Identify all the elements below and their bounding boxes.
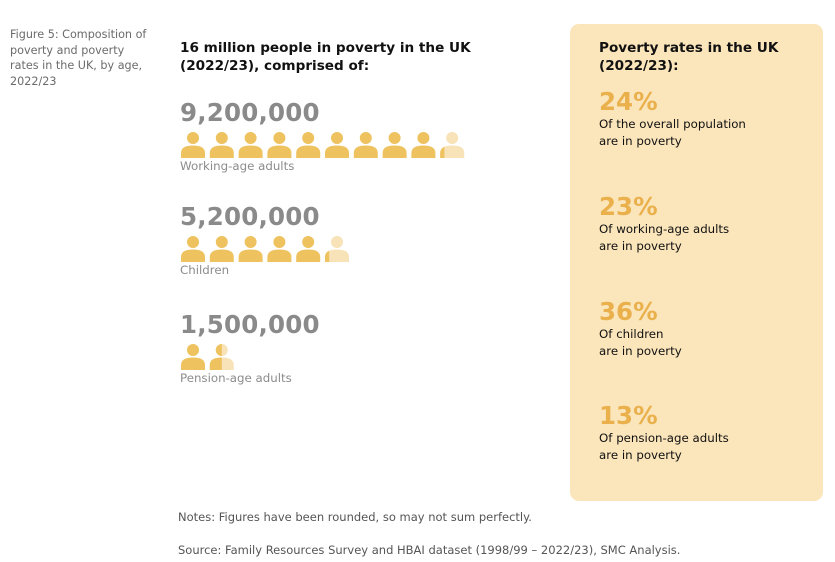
pension-age-label: Pension-age adults	[180, 371, 292, 385]
stat-working-age-percent: 23%	[599, 192, 658, 221]
pension-age-count: 1,500,000	[180, 310, 320, 339]
poverty-rates-title: Poverty rates in the UK (2022/23):	[599, 40, 779, 74]
person-icon	[411, 132, 436, 158]
person-icon	[209, 132, 234, 158]
working-age-label: Working-age adults	[180, 159, 295, 173]
person-icon	[267, 236, 292, 262]
people-pictogram	[181, 344, 234, 370]
stat-working-age-description: Of working-age adults are in poverty	[599, 222, 730, 253]
group-pension-age: 1,500,000 Pension-age adults	[180, 311, 320, 386]
person-icon	[382, 132, 407, 158]
stat-pension-age-percent: 13%	[599, 401, 658, 430]
person-icon	[238, 236, 263, 262]
person-icon	[238, 132, 263, 158]
children-count: 5,200,000	[180, 202, 320, 231]
person-icon	[209, 236, 234, 262]
pictogram-headline: 16 million people in poverty in the UK (…	[180, 40, 471, 74]
person-icon-partial	[325, 236, 349, 262]
stat-overall-description: Of the overall population are in poverty	[599, 117, 746, 148]
stat-overall-percent: 24%	[599, 87, 658, 116]
person-icon-partial	[440, 132, 465, 158]
working-age-people-icons	[180, 132, 468, 158]
stat-pension-age-description: Of pension-age adults are in poverty	[599, 431, 729, 462]
person-icon	[296, 132, 321, 158]
person-icon	[296, 236, 321, 262]
stat-overall: 24% Of the overall population are in pov…	[599, 88, 814, 149]
stat-children-description: Of children are in poverty	[599, 327, 682, 358]
figure-caption: Figure 5: Composition of poverty and pov…	[10, 28, 147, 88]
children-label: Children	[180, 263, 230, 277]
group-working-age: 9,200,000 Working-age adults	[180, 99, 468, 174]
notes-text: Notes: Figures have been rounded, so may…	[178, 510, 532, 524]
people-pictogram	[181, 132, 465, 158]
stat-pension-age: 13% Of pension-age adults are in poverty	[599, 402, 814, 463]
source-text: Source: Family Resources Survey and HBAI…	[178, 543, 681, 557]
people-pictogram	[181, 236, 349, 262]
group-children: 5,200,000 Children	[180, 203, 353, 278]
person-icon	[325, 132, 349, 158]
stat-children: 36% Of children are in poverty	[599, 298, 814, 359]
working-age-count: 9,200,000	[180, 98, 320, 127]
person-icon-partial	[209, 344, 234, 370]
person-icon	[181, 236, 205, 262]
stat-working-age: 23% Of working-age adults are in poverty	[599, 193, 814, 254]
person-icon	[181, 344, 205, 370]
stat-children-percent: 36%	[599, 297, 658, 326]
person-icon	[353, 132, 378, 158]
person-icon	[181, 132, 205, 158]
poverty-rates-panel: Poverty rates in the UK (2022/23): 24% O…	[570, 24, 823, 501]
children-people-icons	[180, 236, 353, 262]
person-icon	[267, 132, 292, 158]
pension-age-people-icons	[180, 344, 320, 370]
